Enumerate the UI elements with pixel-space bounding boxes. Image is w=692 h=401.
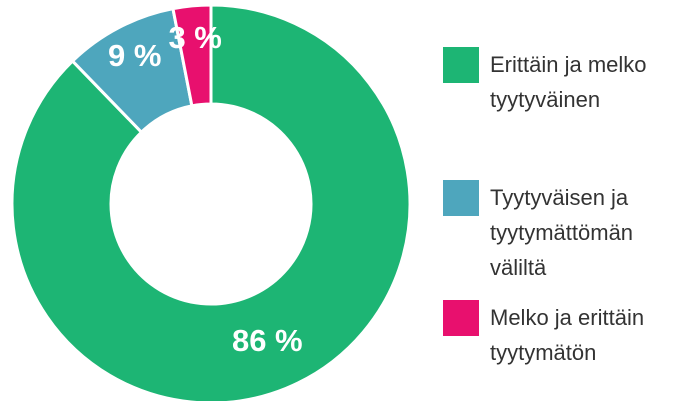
donut-slice: [171, 3, 213, 108]
data-label: 9 %: [108, 38, 161, 73]
legend-swatch: [443, 180, 479, 216]
legend-label: Melko ja erittäin tyytymätön: [490, 305, 645, 365]
legend-label: Tyytyväisen ja tyytymättömän väliltä: [490, 185, 634, 280]
chart: 86 % 9 %3 %: [10, 3, 412, 401]
legend-swatch: [443, 300, 479, 336]
data-label: 3 %: [168, 20, 221, 55]
donut-slice: [10, 3, 412, 401]
legend-label: Erittäin ja melko tyytyväinen: [490, 52, 647, 112]
data-label: 86 %: [232, 323, 303, 358]
legend-swatch: [443, 47, 479, 83]
